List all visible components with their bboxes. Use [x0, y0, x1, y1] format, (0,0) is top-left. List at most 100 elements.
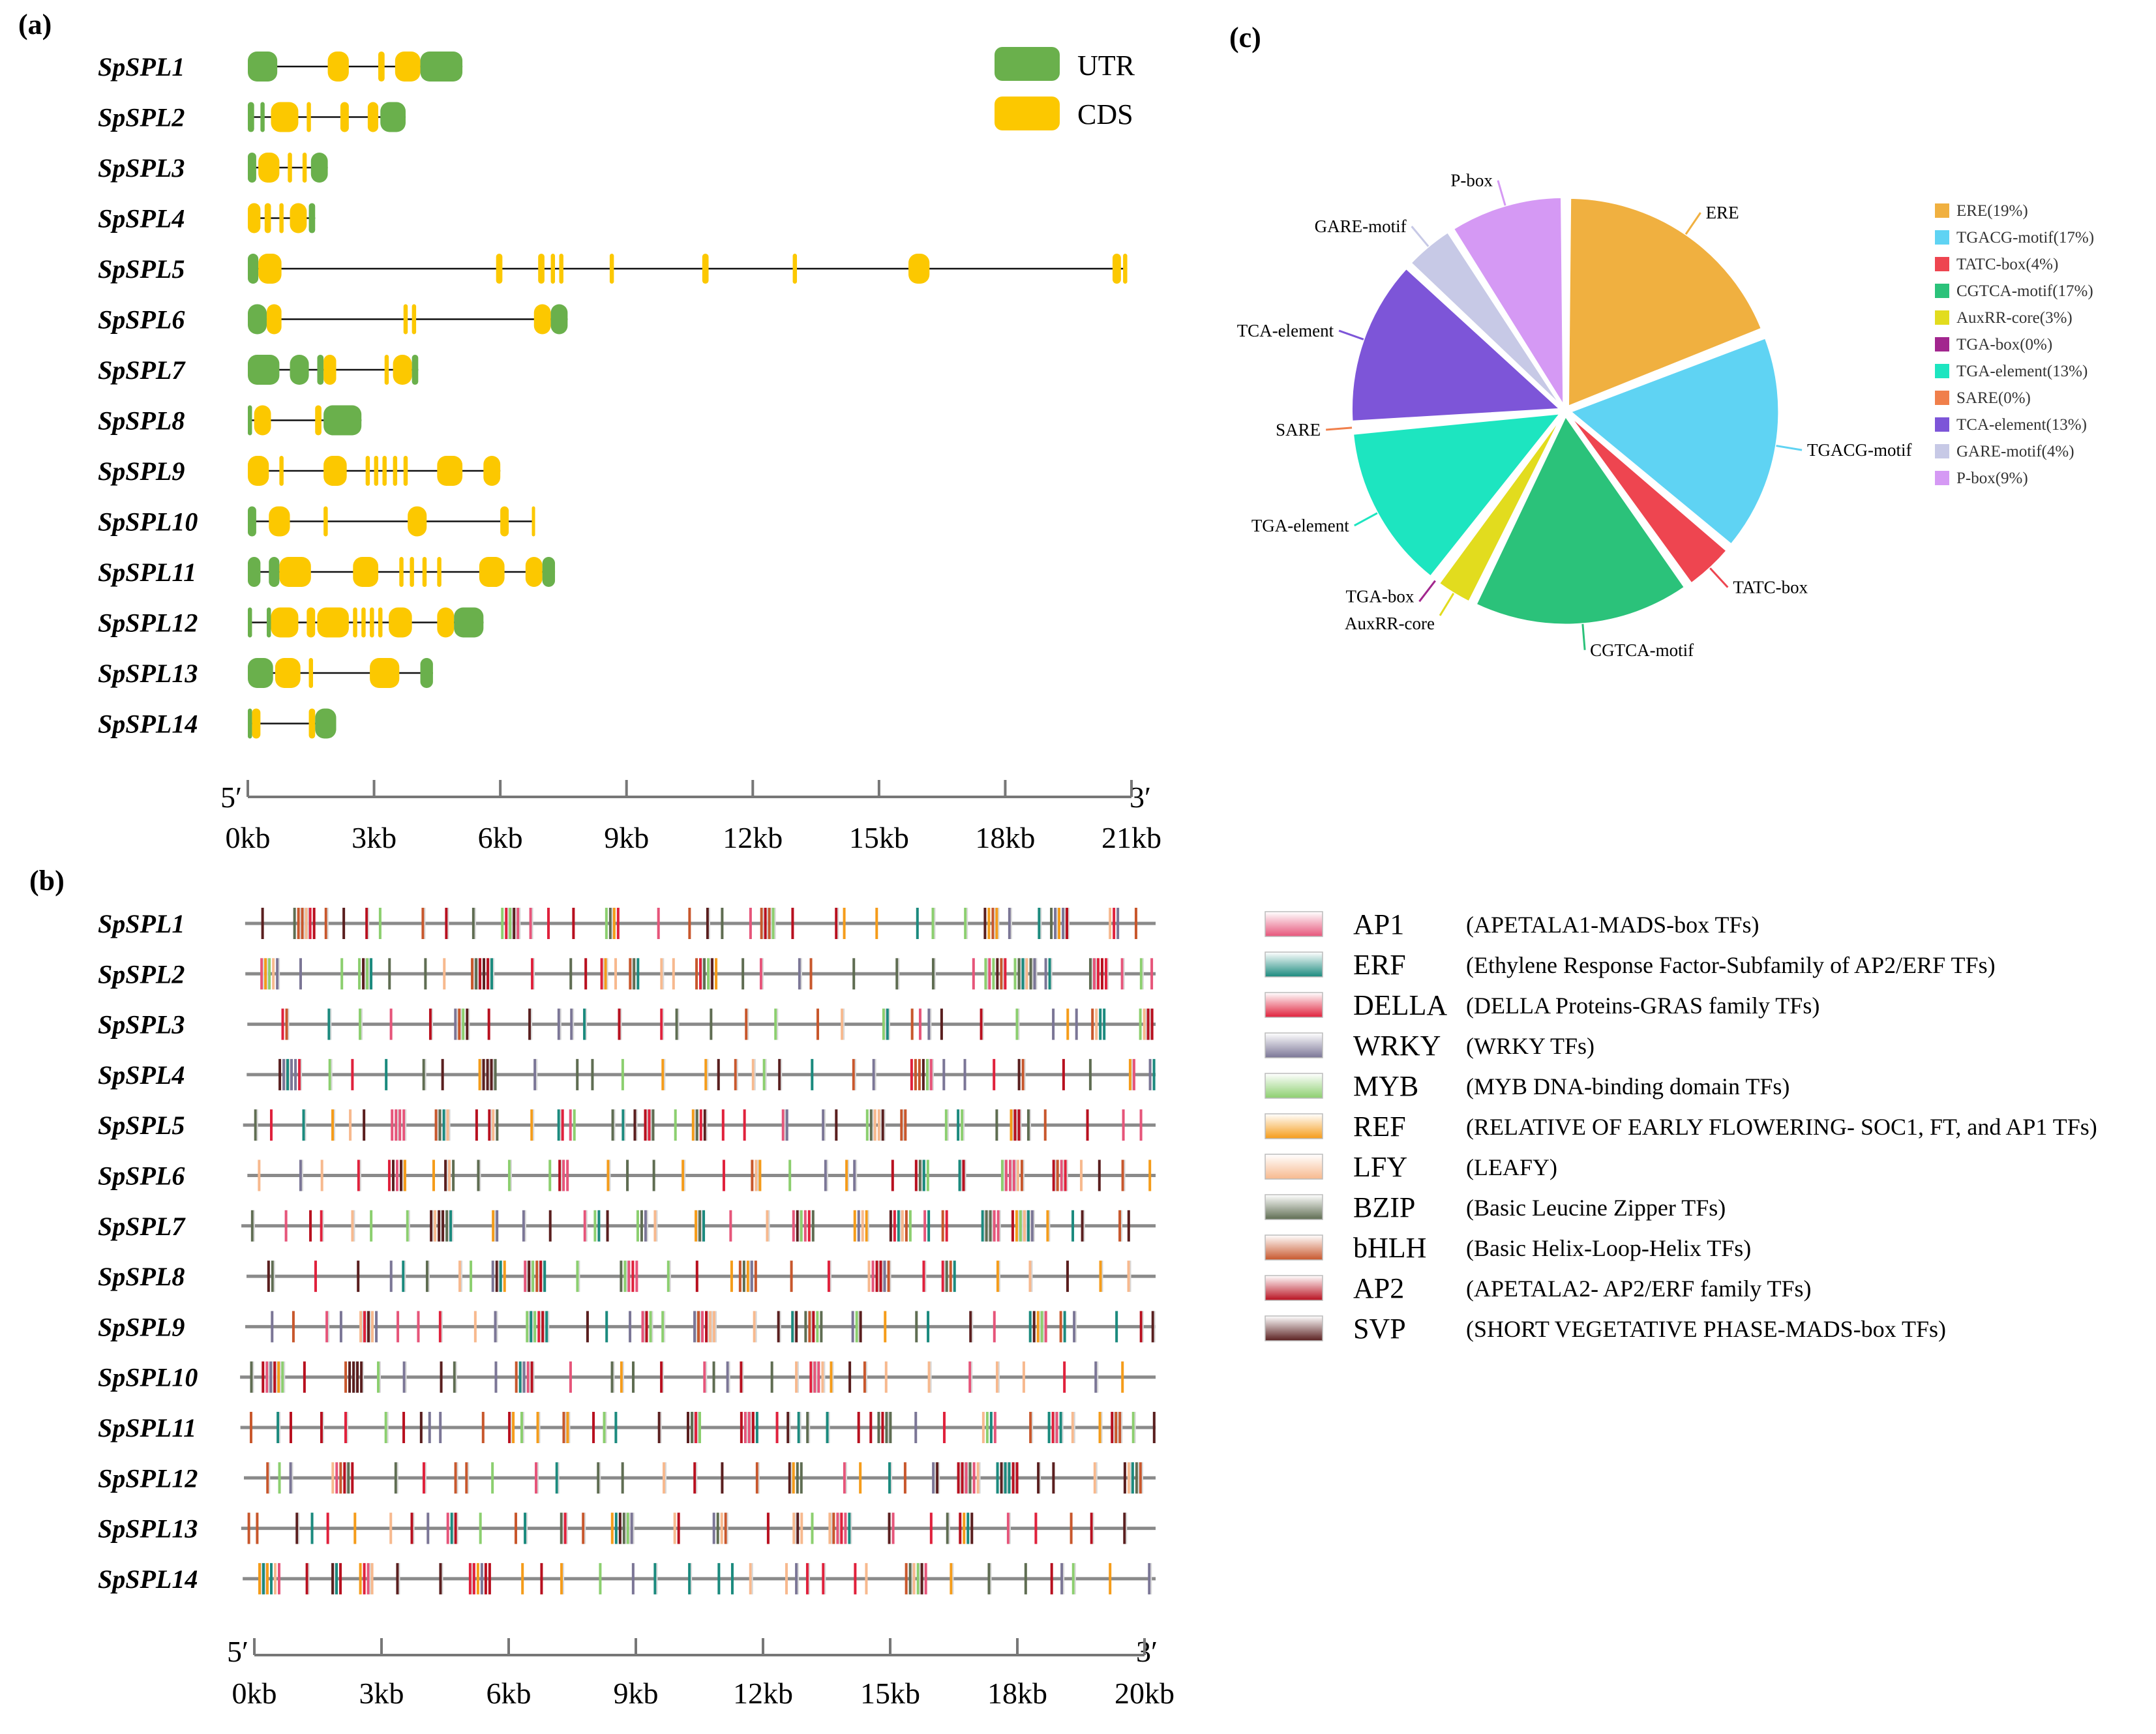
cis-element-mark — [932, 1462, 935, 1494]
cis-element-mark — [1122, 1109, 1125, 1141]
utr-block — [412, 355, 419, 385]
pie-leader-line — [1411, 226, 1430, 247]
utr-block — [315, 708, 337, 739]
cds-block — [500, 506, 509, 537]
cis-element-mark — [301, 1058, 303, 1090]
cis-element-mark — [397, 1311, 400, 1343]
utr-block — [248, 102, 254, 132]
cis-element-mark — [1025, 1210, 1027, 1242]
cis-element-mark — [1096, 1462, 1098, 1494]
cis-element-mark — [614, 1109, 616, 1141]
cis-element-mark — [665, 1462, 666, 1494]
cis-element-mark — [1054, 908, 1057, 939]
cis-element-mark — [800, 1210, 803, 1242]
cis-element-mark — [620, 1008, 622, 1040]
cis-element-mark — [440, 1210, 442, 1242]
cis-element-mark — [1131, 1462, 1134, 1494]
cis-element-mark — [743, 1109, 746, 1141]
cds-block — [327, 52, 349, 82]
cis-element-mark — [247, 1512, 250, 1544]
cds-block — [525, 557, 543, 587]
cis-element-mark — [1099, 1008, 1102, 1040]
cds-block — [279, 456, 284, 486]
cis-element-mark — [446, 1512, 449, 1544]
cis-element-mark — [983, 1210, 985, 1242]
cis-element-mark — [1032, 958, 1034, 990]
cis-element-mark — [335, 1562, 338, 1594]
cds-block — [271, 607, 299, 638]
promoter-row: SpSPL5 — [98, 1109, 1156, 1141]
cis-element-mark — [1101, 1412, 1103, 1443]
cis-element-mark — [730, 1562, 734, 1594]
cis-element-mark — [914, 1159, 918, 1191]
promoter-row: SpSPL11 — [98, 1412, 1156, 1443]
cis-element-mark — [884, 1109, 886, 1141]
cis-element-mark — [790, 1462, 792, 1494]
cis-element-mark — [342, 908, 346, 939]
cis-element-mark — [778, 1058, 781, 1090]
cis-element-mark — [774, 908, 776, 939]
cis-element-mark — [442, 1109, 445, 1141]
cis-element-mark — [539, 1412, 541, 1443]
cis-element-mark — [256, 1512, 259, 1544]
cis-element-mark — [706, 1361, 708, 1393]
utr-block — [310, 153, 328, 183]
cis-element-mark — [273, 1261, 275, 1293]
cds-block — [496, 254, 503, 284]
promoter-row: SpSPL6 — [98, 1159, 1156, 1191]
cis-element-mark — [1023, 1210, 1026, 1242]
cis-element-mark — [1063, 1311, 1066, 1343]
gene-label: SpSPL7 — [98, 1212, 186, 1241]
cis-element-mark — [301, 908, 304, 939]
cis-element-mark — [447, 908, 449, 939]
legend-cds-label: CDS — [1077, 98, 1133, 130]
cis-element-mark — [873, 1109, 876, 1141]
cis-element-mark — [569, 1361, 572, 1393]
cis-element-mark — [445, 908, 448, 939]
cis-element-mark — [929, 1058, 933, 1090]
cis-element-mark — [695, 1261, 698, 1293]
cis-element-mark — [457, 1008, 458, 1040]
cis-element-mark — [867, 1261, 871, 1293]
gene-label: SpSPL14 — [98, 1564, 198, 1594]
cis-element-mark — [282, 1058, 286, 1090]
cis-element-mark — [396, 1562, 399, 1594]
cis-element-mark — [391, 1109, 394, 1141]
cis-element-mark — [938, 1462, 940, 1494]
cis-element-mark — [987, 1210, 989, 1242]
cis-element-mark — [547, 908, 550, 939]
cis-element-mark — [428, 1412, 431, 1443]
cis-element-mark — [1123, 1512, 1126, 1544]
cis-element-mark — [399, 1159, 402, 1191]
cis-element-mark — [1023, 1159, 1025, 1191]
cis-element-mark — [987, 1562, 991, 1594]
legend-swatch-erf — [1265, 951, 1323, 978]
cis-element-mark — [701, 1210, 703, 1242]
cis-element-mark — [1055, 1412, 1058, 1443]
cis-element-mark — [1043, 1311, 1045, 1343]
promoter-row: SpSPL7 — [98, 1210, 1156, 1242]
cis-element-mark — [821, 1361, 824, 1393]
cis-element-mark — [1113, 908, 1116, 939]
cis-element-mark — [1088, 958, 1092, 990]
cis-element-mark — [457, 1462, 458, 1494]
cis-element-mark — [298, 1058, 301, 1090]
cis-element-mark — [468, 1008, 470, 1040]
cds-block — [361, 607, 366, 638]
cds-block — [399, 557, 404, 587]
cis-element-mark — [326, 1512, 329, 1544]
cis-element-mark — [981, 1210, 984, 1242]
cis-element-mark — [1130, 1261, 1131, 1293]
cis-element-mark — [611, 908, 613, 939]
cis-element-mark — [465, 1462, 468, 1494]
cis-element-mark — [1006, 1512, 1010, 1544]
cis-element-mark — [717, 1058, 720, 1090]
pie-label-tga-element: TGA-element — [1251, 516, 1349, 535]
cis-element-mark — [1066, 908, 1069, 939]
cis-element-mark — [566, 1512, 568, 1544]
cis-element-mark — [352, 1361, 355, 1393]
cis-element-mark — [1002, 1462, 1004, 1494]
cis-element-mark — [762, 908, 764, 939]
cis-element-mark — [1115, 1412, 1118, 1443]
cis-element-mark — [363, 1311, 367, 1343]
